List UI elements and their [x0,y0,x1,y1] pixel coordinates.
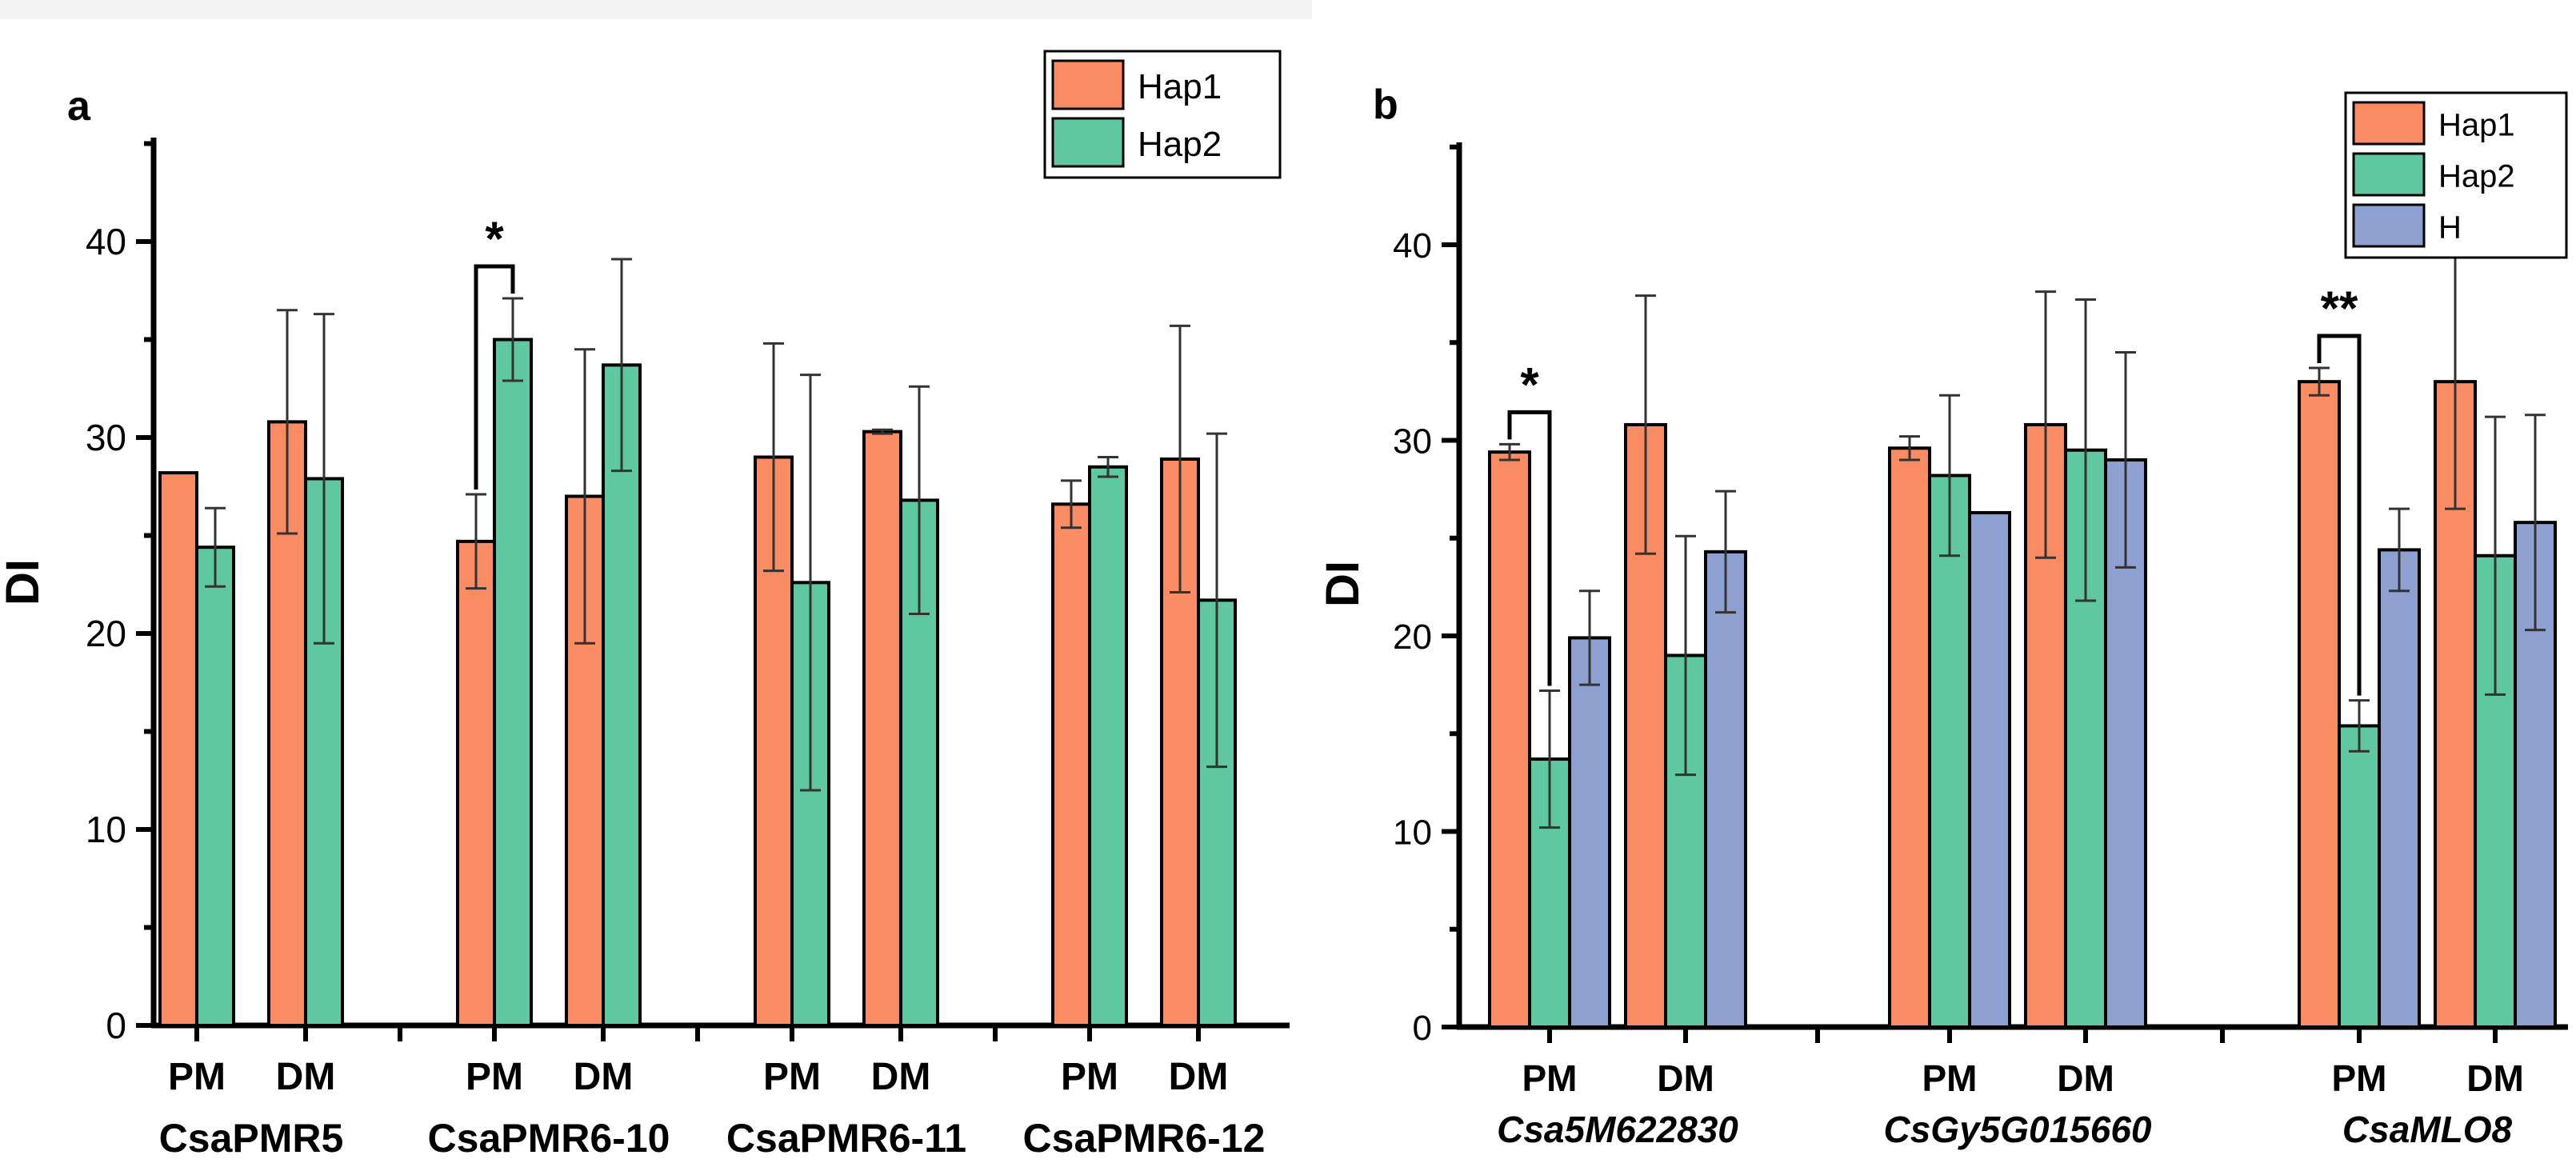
significance-bracket [2317,334,2362,696]
significance-marker: * [1520,358,1539,411]
x-condition-label: DM [871,1056,931,1098]
y-tick-label: 10 [1393,813,1432,853]
x-group-label: CsaPMR5 [159,1116,344,1161]
x-group-label: CsGy5G015660 [1883,1109,2151,1150]
bar-hap1-pm [1051,502,1091,1027]
x-condition-label: PM [1922,1057,1978,1099]
bar-hap1-pm [2298,380,2341,1029]
bar-hap1-pm [158,471,198,1027]
x-condition-label: DM [276,1056,336,1098]
x-condition-label: DM [2466,1057,2524,1099]
y-tick-label: 0 [106,1005,126,1046]
legend-label-hap2: Hap2 [2438,159,2515,194]
x-group-label: CsaMLO8 [2342,1109,2513,1150]
significance-marker: ** [2321,282,2358,335]
chart-panel-b: b DI 0 10 20 30 40 * PM DM Csa5M622830 PM DM CsGy5G01… [1317,82,2568,1150]
y-tick-label: 0 [1413,1009,1432,1048]
legend-label-h: H [2438,210,2462,246]
bar-h-pm [2378,548,2421,1029]
top-band [0,0,1312,19]
y-tick-label: 30 [86,417,126,458]
y-tick-label: 40 [1393,226,1432,266]
significance-marker: * [485,212,504,266]
bar-h-dm [1704,550,1747,1029]
chart-panel-a: a DI 0 10 20 30 40 PM DM CsaPMR5 * PM DM CsaPMR6-10 PM… [0,50,1290,1161]
y-tick-label: 10 [86,809,126,850]
x-condition-label: PM [2332,1057,2387,1099]
x-condition-label: PM [466,1056,523,1098]
legend: Hap1 Hap2 [1043,50,1282,179]
x-condition-label: DM [1169,1056,1229,1098]
y-tick-label: 40 [86,221,126,262]
x-group-label: CsaPMR6-10 [428,1116,670,1161]
bar-hap1-pm [1488,450,1531,1029]
bar-hap2-pm [1928,474,1971,1029]
legend-swatch-hap1 [2352,101,2426,146]
y-tick-label: 20 [1393,617,1432,657]
legend-swatch-hap2 [1051,117,1125,168]
legend-swatch-h [2352,203,2426,248]
panel-label: b [1373,82,1398,128]
x-condition-label: PM [1522,1057,1578,1099]
bar-hap1-pm [1888,446,1931,1029]
legend: Hap1 Hap2 H [2344,91,2568,259]
x-group-label: Csa5M622830 [1497,1109,1738,1150]
bar-hap1-pm [456,539,496,1027]
legend-label-hap2: Hap2 [1138,125,1222,164]
y-tick-label: 30 [1393,422,1432,462]
x-condition-label: DM [1657,1057,1714,1099]
y-axis-label: DI [0,559,49,605]
x-group-label: CsaPMR6-12 [1023,1116,1266,1161]
legend-swatch-hap1 [1051,59,1125,110]
bar-hap1-dm [862,430,902,1027]
x-group-label: CsaPMR6-11 [726,1116,966,1161]
bar-hap2-pm [2338,724,2381,1029]
x-condition-label: PM [763,1056,821,1098]
bar-h-pm [1968,510,2011,1029]
legend-swatch-hap2 [2352,152,2426,197]
legend-label-hap1: Hap1 [1138,67,1222,106]
bar-hap2-pm [493,338,533,1027]
y-axis-label: DI [1317,561,1369,607]
legend-label-hap1: Hap1 [2438,108,2515,143]
x-condition-label: DM [574,1056,634,1098]
bar-hap1-dm [2024,422,2067,1029]
x-condition-label: DM [2057,1057,2114,1099]
significance-bracket [1507,410,1552,686]
bar-hap2-pm [195,546,235,1027]
bar-h-pm [1568,636,1611,1029]
x-condition-label: PM [168,1056,226,1098]
panel-label: a [67,83,91,130]
significance-bracket [474,264,515,490]
x-condition-label: PM [1061,1056,1118,1098]
bar-hap2-pm [1088,465,1128,1027]
y-tick-label: 20 [86,613,126,654]
